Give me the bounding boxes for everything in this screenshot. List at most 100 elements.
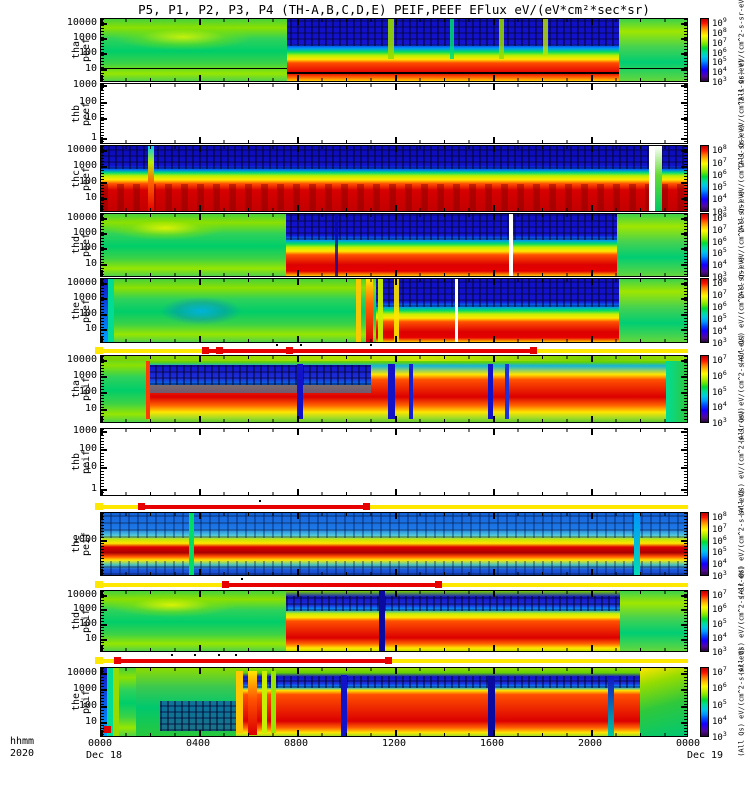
data-dropout-dot [170, 654, 173, 656]
spectrogram-data-layer [505, 363, 509, 420]
spectrogram-panel-thb-peif [100, 428, 688, 496]
spectrogram-data-layer [107, 668, 114, 736]
interval-bar-marker [201, 347, 209, 354]
panel-ylabel-tha-peef: tha peef [71, 37, 92, 63]
spectrogram-data-layer [388, 19, 394, 59]
axis-tick-marks [101, 336, 687, 342]
axis-tick-marks [101, 513, 104, 575]
y-axis-major-tick [681, 101, 687, 104]
colorbar-tick-label: 105 [712, 545, 727, 559]
y-axis-major-tick [681, 376, 687, 379]
y-axis-major-tick [101, 329, 107, 332]
y-axis-major-tick [101, 68, 107, 71]
y-axis-major-tick [681, 181, 687, 184]
plot-title: P5, P1, P2, P3, P4 (TH-A,B,C,D,E) PEIF,P… [138, 2, 650, 17]
colorbar-tick-label: 107 [712, 587, 727, 601]
y-axis-tick-label: 100 [78, 47, 97, 59]
xaxis-units-label: hhmm [10, 736, 35, 747]
y-axis-major-tick [681, 150, 687, 153]
colorbar-tick-label: 108 [712, 510, 727, 524]
spectrogram-data-layer [147, 146, 154, 211]
axis-tick-marks [101, 569, 687, 575]
axis-tick-marks [101, 19, 687, 25]
spectrogram-data-layer [106, 593, 236, 618]
y-axis-major-tick [681, 609, 687, 612]
y-axis-major-tick [101, 181, 107, 184]
y-axis-major-tick [681, 449, 687, 452]
axis-tick-marks [101, 489, 687, 495]
interval-bar-marker [529, 347, 537, 354]
colorbar [700, 18, 709, 82]
spectrogram-data-layer [666, 356, 687, 422]
y-axis-major-tick [101, 540, 107, 543]
colorbar-tick-label: 107 [712, 665, 727, 679]
x-axis-end-date: Dec 19 [686, 750, 724, 761]
spectrogram-panel-the-peif [100, 667, 688, 737]
panel-ylabel-tha-peif: tha peif [71, 376, 92, 402]
y-axis-major-tick [681, 68, 687, 71]
spectrogram-data-layer [449, 19, 455, 59]
axis-tick-marks [101, 668, 104, 736]
y-axis-tick-label: 10000 [66, 17, 97, 29]
axis-tick-marks [101, 146, 104, 211]
y-axis-major-tick [681, 392, 687, 395]
axis-tick-marks [684, 214, 687, 276]
x-axis-start-date: Dec 18 [85, 750, 123, 761]
spectrogram-data-layer [487, 363, 494, 420]
spectrogram-data-layer [366, 279, 373, 342]
interval-bar-marker [286, 347, 294, 354]
panel-ylabel-the-peef: the peef [71, 298, 92, 323]
data-dropout-dot [241, 578, 244, 580]
y-axis-tick-label: 1000 [72, 534, 97, 546]
y-axis-tick-label: 1000 [72, 424, 97, 436]
y-axis-major-tick [681, 722, 687, 725]
spectrogram-panel-thd-peif [100, 590, 688, 652]
axis-tick-marks [684, 279, 687, 342]
colorbar-tick-label: 108 [712, 143, 727, 157]
colorbar-tick-label: 107 [712, 353, 727, 367]
y-axis-tick-label: 100 [78, 175, 97, 187]
spectrogram-data-layer [106, 216, 225, 241]
colorbar-tick-label: 107 [712, 155, 727, 169]
spectrogram-data-layer [379, 591, 386, 651]
y-axis-tick-label: 1000 [72, 682, 97, 694]
y-axis-major-tick [101, 430, 107, 433]
colorbar-tick-label: 107 [712, 288, 727, 302]
y-axis-major-tick [101, 360, 107, 363]
y-axis-tick-label: 1000 [72, 370, 97, 382]
colorbar-tick-label: 106 [712, 602, 727, 616]
y-axis-major-tick [681, 313, 687, 316]
y-axis-major-tick [681, 232, 687, 235]
spectrogram-data-layer [101, 668, 108, 736]
colorbar-tick-label: 108 [712, 211, 727, 225]
spectrogram-panel-thd-peef [100, 213, 688, 277]
axis-tick-marks [684, 356, 687, 422]
y-axis-major-tick [101, 705, 107, 708]
colorbar-tick-label: 105 [712, 384, 727, 398]
y-axis-tick-label: 100 [78, 242, 97, 254]
y-axis-tick-label: 100 [78, 307, 97, 319]
y-axis-major-tick [101, 298, 107, 301]
y-axis-tick-label: 1000 [72, 292, 97, 304]
colorbar-tick-label: 103 [712, 568, 727, 582]
x-axis-tick-label: 0000 [675, 738, 701, 749]
spectrogram-data-layer [640, 668, 687, 736]
spectrogram-panel-tha-peef [100, 18, 688, 82]
spectrogram-data-layer [270, 670, 276, 734]
axis-tick-marks [101, 137, 687, 143]
y-axis-major-tick [681, 329, 687, 332]
spectrogram-data-layer [388, 363, 396, 420]
data-dropout-dot [235, 654, 238, 656]
spectrogram-data-layer [499, 19, 505, 59]
panel-ylabel-thd-peif: thd peif [71, 608, 92, 634]
y-axis-tick-label: 10000 [66, 666, 97, 678]
colorbar-tick-label: 103 [712, 729, 727, 743]
panel-ylabel-thc-peef: thc peef [71, 166, 92, 191]
y-axis-major-tick [101, 624, 107, 627]
spectrogram-data-layer [408, 363, 414, 420]
y-axis-major-tick [101, 232, 107, 235]
spectrogram-data-layer [355, 279, 362, 342]
spectrogram-data-layer [235, 670, 243, 734]
y-axis-tick-label: 10 [84, 461, 97, 473]
